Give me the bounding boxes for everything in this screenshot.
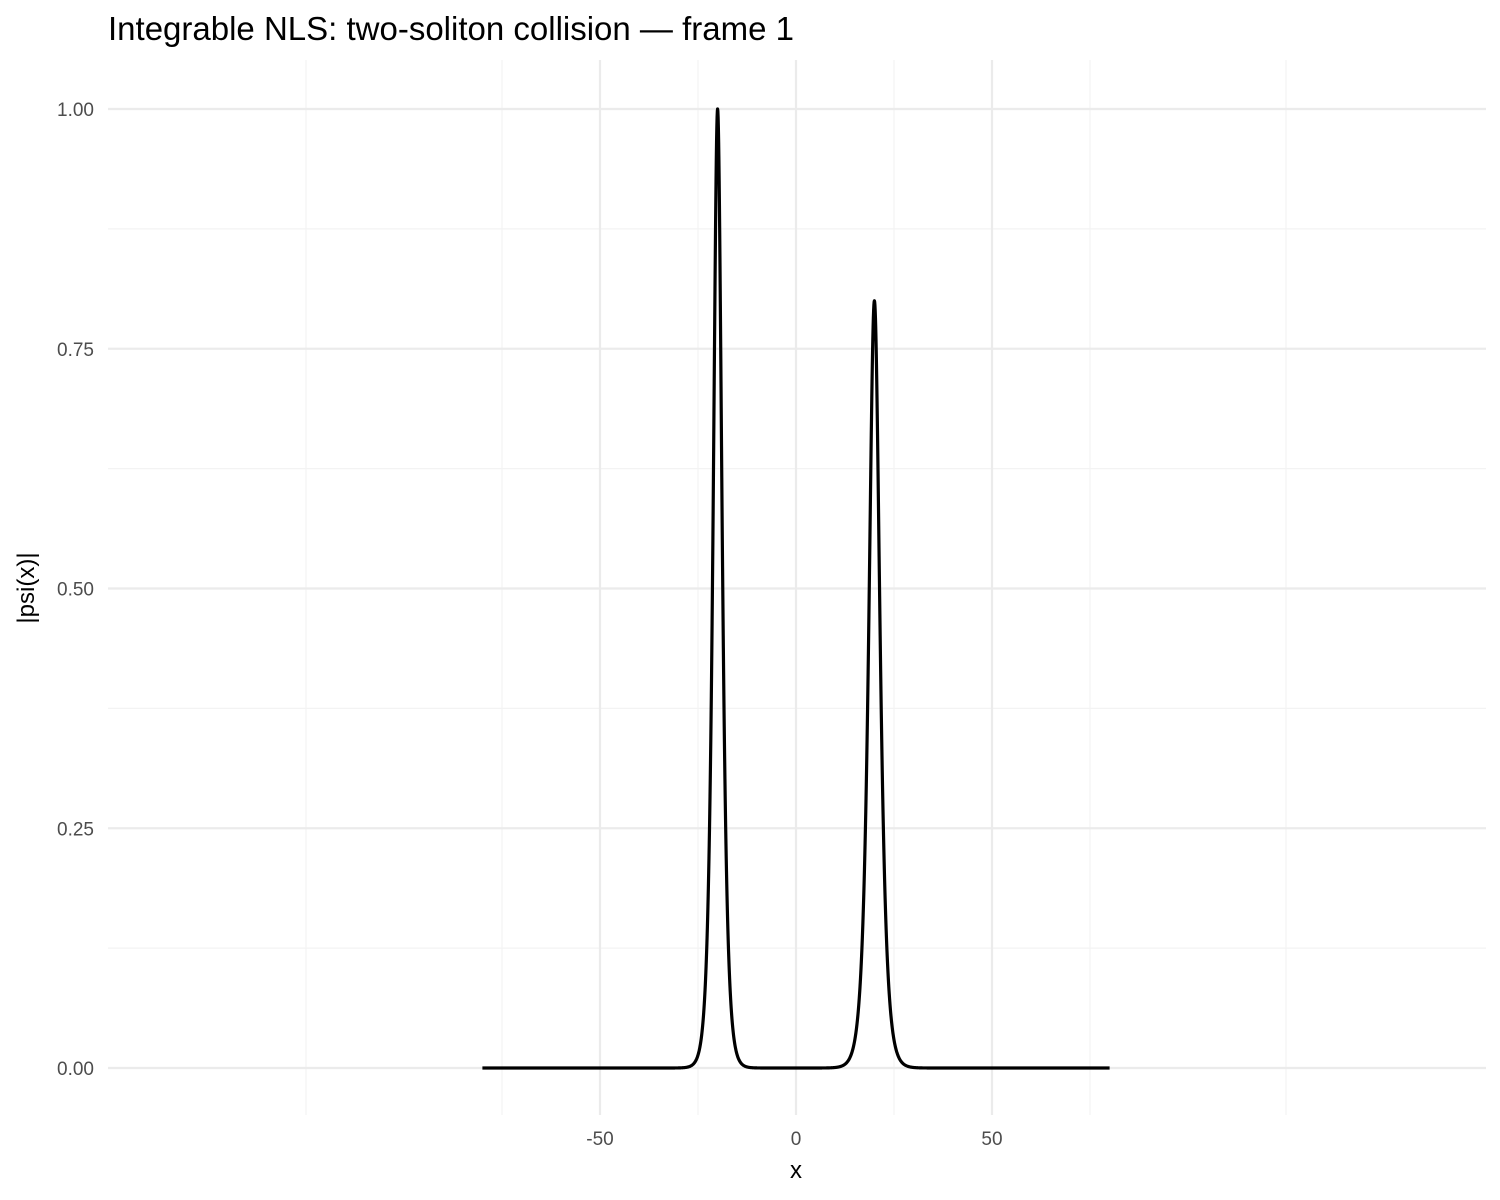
y-axis-title: |psi(x)| [13, 552, 40, 623]
series-line-psi [481, 107, 1111, 1070]
x-tick-label: 0 [791, 1129, 802, 1150]
x-tick-label: 50 [981, 1129, 1002, 1150]
x-axis-tick-labels: -50 0 50 [586, 1129, 1002, 1150]
y-tick-label: 0.00 [57, 1059, 94, 1080]
grid [108, 60, 1486, 1115]
x-tick-label: -50 [586, 1129, 613, 1150]
y-axis-tick-labels: 0.00 0.25 0.50 0.75 1.00 [57, 100, 94, 1080]
y-tick-label: 0.25 [57, 819, 94, 840]
y-tick-label: 0.75 [57, 340, 94, 361]
x-axis-title: x [790, 1157, 802, 1184]
y-tick-label: 1.00 [57, 100, 94, 121]
y-tick-label: 0.50 [57, 580, 94, 601]
chart-title: Integrable NLS: two-soliton collision — … [108, 10, 794, 47]
